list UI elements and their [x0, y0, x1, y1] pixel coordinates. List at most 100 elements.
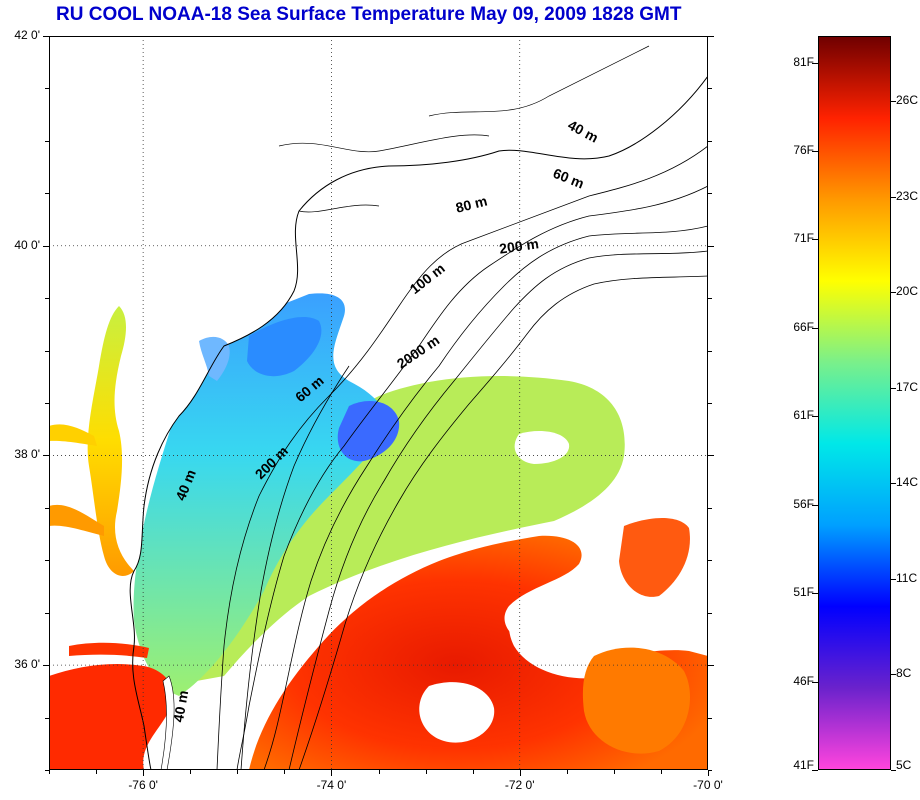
map-title: RU COOL NOAA-18 Sea Surface Temperature … — [56, 4, 682, 25]
axis-tick — [708, 507, 712, 509]
axis-tick — [708, 403, 712, 404]
axis-tick — [812, 681, 818, 683]
axis-tick — [891, 483, 896, 485]
cb-label-14c: 14C — [896, 475, 919, 490]
sst-offshore-green — [137, 376, 625, 686]
axis-tick — [708, 88, 712, 90]
depth-label: 100 m — [407, 260, 448, 297]
chesapeake-tributary — [49, 424, 97, 446]
cb-label-26c: 26C — [896, 93, 919, 108]
outer-banks — [160, 675, 175, 770]
axis-tick — [708, 717, 712, 719]
axis-tick — [43, 455, 49, 457]
cb-label-51f: 51F — [793, 585, 814, 600]
axis-tick — [708, 665, 714, 667]
cb-label-76f: 76F — [793, 142, 814, 157]
cb-label-56f: 56F — [793, 496, 814, 511]
axis-tick — [708, 350, 712, 352]
bathymetry-contours — [216, 145, 708, 770]
axis-tick — [891, 196, 896, 198]
axis-tick — [891, 292, 896, 294]
axis-tick — [812, 327, 818, 329]
axis-tick — [891, 674, 896, 676]
axis-tick — [708, 560, 712, 562]
axis-tick — [425, 770, 427, 774]
pamlico-sound — [49, 664, 173, 770]
cb-label-23c: 23C — [896, 188, 919, 203]
depth-label: 2000 m — [394, 332, 442, 372]
axis-tick — [472, 770, 474, 774]
axis-tick — [708, 245, 714, 247]
lat-label-36: 36 0' — [14, 657, 40, 672]
warm-patch-southeast — [582, 647, 691, 754]
axis-tick — [45, 403, 49, 404]
axis-tick — [45, 507, 49, 509]
axis-tick — [708, 140, 712, 142]
axis-tick — [660, 770, 662, 774]
sst-cold-patch-north — [247, 316, 322, 377]
axis-tick — [43, 36, 49, 37]
chesapeake-tributary-south — [49, 504, 104, 536]
axis-tick — [45, 298, 49, 300]
depth-label: 40 m — [170, 689, 191, 723]
axis-tick — [708, 36, 714, 37]
axis-tick — [708, 770, 712, 771]
axis-tick — [43, 665, 49, 667]
cb-label-46f: 46F — [793, 673, 814, 688]
cb-label-41f: 41F — [793, 758, 814, 772]
cloud-gap-southeast — [419, 682, 495, 743]
axis-tick — [519, 770, 521, 776]
lat-label-40: 40 0' — [14, 237, 40, 252]
sst-map[interactable]: 40 m 60 m 80 m 200 m 100 m 2000 m 60 m 200 m 40 … — [49, 36, 708, 770]
lon-label-76: -76 0' — [128, 778, 158, 792]
cb-label-20c: 20C — [896, 284, 919, 299]
lat-label-42: 42 0' — [14, 28, 40, 42]
axis-tick — [45, 140, 49, 142]
axis-tick — [190, 770, 192, 774]
lon-label-70: -70 0' — [693, 778, 723, 792]
axis-tick — [708, 612, 712, 614]
axis-tick — [812, 504, 818, 506]
cloud-gap — [514, 431, 570, 464]
cb-label-61f: 61F — [793, 408, 814, 423]
axis-tick — [891, 578, 896, 580]
cb-label-17c: 17C — [896, 379, 919, 394]
axis-tick — [708, 770, 709, 776]
axis-tick — [812, 416, 818, 418]
axis-tick — [708, 455, 714, 457]
axis-tick — [237, 770, 239, 774]
cb-label-11c: 11C — [896, 570, 918, 585]
sst-cold-patch — [337, 401, 400, 462]
sst-warm-eddy — [619, 518, 690, 597]
axis-tick — [812, 62, 818, 64]
coastline-inland — [278, 45, 650, 213]
cb-label-5c: 5C — [896, 758, 912, 772]
axis-tick — [566, 770, 568, 774]
axis-tick — [331, 770, 333, 776]
axis-tick — [708, 298, 712, 300]
cb-label-71f: 71F — [793, 231, 814, 246]
axis-tick — [891, 101, 896, 103]
depth-label: 60 m — [551, 165, 587, 192]
depth-label: 200 m — [498, 235, 540, 256]
cb-label-81f: 81F — [793, 54, 814, 69]
axis-tick — [45, 717, 49, 719]
land-mass — [49, 36, 708, 770]
axis-tick — [49, 770, 50, 774]
coastline — [129, 75, 708, 770]
axis-tick — [378, 770, 380, 774]
axis-tick — [812, 150, 818, 152]
cb-label-66f: 66F — [793, 319, 814, 334]
map-border — [49, 36, 708, 770]
temperature-colorbar — [818, 36, 891, 770]
axis-tick — [45, 560, 49, 562]
axis-tick — [45, 612, 49, 614]
depth-label: 80 m — [454, 193, 489, 216]
axis-tick — [812, 593, 818, 595]
axis-tick — [96, 770, 98, 774]
axis-tick — [143, 770, 145, 776]
axis-tick — [45, 350, 49, 352]
axis-tick — [45, 770, 49, 771]
albemarle-sound — [69, 642, 149, 658]
